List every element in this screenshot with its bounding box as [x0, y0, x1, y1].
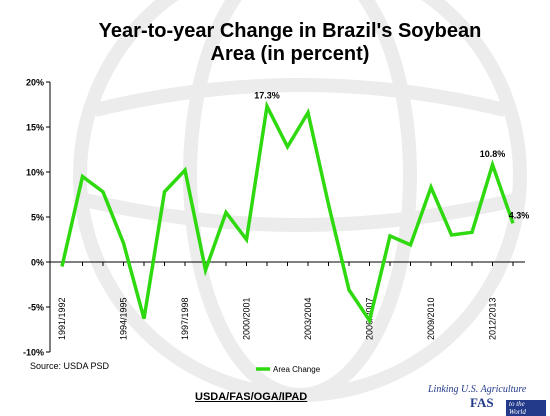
y-tick-label: 0%	[31, 258, 44, 268]
logo-tagline: Linking U.S. Agriculture	[428, 384, 527, 395]
chart-title: Year-to-year Change in Brazil's Soybean …	[60, 20, 520, 66]
legend-label-area-change: Area Change	[273, 365, 321, 374]
x-tick-label: 2009/2010	[426, 297, 436, 340]
x-tick-label: 2003/2004	[303, 297, 313, 340]
y-tick-label: -5%	[28, 303, 44, 313]
data-label: 4.3%	[509, 210, 530, 220]
y-tick-label: 15%	[26, 123, 44, 133]
chart-title-line2: Area (in percent)	[210, 43, 370, 65]
y-tick-label: -10%	[23, 348, 44, 358]
logo-fas-text: FAS	[470, 395, 494, 410]
logo-world-text: to the World	[506, 400, 546, 416]
y-tick-label: 5%	[31, 213, 44, 223]
fas-logo: Linking U.S. Agriculture FAS to the Worl…	[424, 384, 546, 416]
chart-title-line1: Year-to-year Change in Brazil's Soybean	[98, 20, 482, 42]
data-label: 17.3%	[254, 90, 280, 100]
y-tick-label: 20%	[26, 78, 44, 88]
x-tick-label: 2012/2013	[488, 297, 498, 340]
x-tick-label: 1997/1998	[180, 297, 190, 340]
source-note: Source: USDA PSD	[30, 361, 110, 371]
x-tick-label: 1994/1995	[119, 297, 129, 340]
y-tick-label: 10%	[26, 168, 44, 178]
data-label: 10.8%	[480, 149, 506, 159]
x-tick-label: 2000/2001	[242, 297, 252, 340]
org-code: USDA/FAS/OGA/IPAD	[195, 391, 308, 403]
series-line-area-change	[60, 100, 515, 325]
x-tick-label: 1991/1992	[57, 297, 67, 340]
